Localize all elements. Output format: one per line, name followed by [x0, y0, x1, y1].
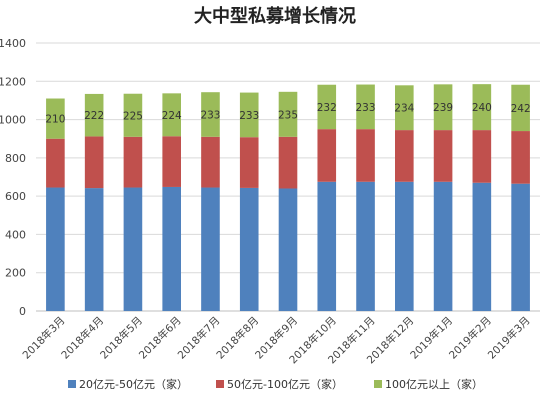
legend: 20亿元-50亿元（家） 50亿元-100亿元（家） 100亿元以上（家）	[68, 377, 483, 391]
bar-segment	[84, 188, 104, 311]
bar-segment	[239, 92, 259, 138]
bar-segment	[511, 131, 530, 184]
data-label: 222	[84, 110, 104, 122]
bar-segment	[356, 181, 375, 311]
bar-segment	[317, 84, 337, 130]
legend-label: 20亿元-50亿元（家）	[79, 377, 188, 391]
legend-swatch	[216, 380, 224, 388]
bar-segment	[46, 98, 65, 139]
data-label: 233	[200, 109, 220, 121]
y-tick-label: 0	[19, 305, 26, 318]
bar-segment	[395, 130, 414, 182]
bar-segment	[433, 181, 453, 311]
data-label: 210	[45, 114, 65, 126]
legend-swatch	[374, 380, 382, 388]
y-tick-label: 1200	[0, 75, 26, 88]
bar-segment	[239, 187, 259, 311]
bar-segment	[239, 137, 259, 188]
bar-segment	[201, 92, 220, 137]
bar-segment	[84, 93, 104, 137]
bar-segment	[472, 84, 492, 131]
data-label: 234	[394, 103, 414, 115]
data-label: 240	[472, 102, 492, 114]
bar-segment	[123, 187, 143, 311]
bar-segment	[123, 93, 143, 137]
bar-segment	[356, 84, 375, 130]
bar-segment	[201, 136, 220, 188]
bar-segment	[278, 136, 298, 189]
x-axis: 2018年3月2018年4月2018年5月2018年6月2018年7月2018年…	[20, 314, 533, 366]
legend-label: 50亿元-100亿元（家）	[227, 377, 343, 391]
y-tick-label: 800	[5, 152, 26, 165]
data-label: 239	[433, 102, 453, 114]
y-tick-label: 600	[5, 190, 26, 203]
bar-segment	[278, 91, 298, 137]
bar-segment	[317, 129, 337, 182]
data-label: 242	[511, 103, 531, 115]
y-tick-label: 200	[5, 267, 26, 280]
bar-segment	[123, 136, 143, 188]
bar-segment	[84, 136, 104, 189]
legend-label: 100亿元以上（家）	[385, 377, 483, 391]
bar-segment	[472, 182, 492, 311]
bar-segment	[46, 138, 65, 188]
bar-segment	[317, 181, 337, 311]
y-axis: 0 200 400 600 800 1000 1200 1400	[0, 37, 26, 318]
data-label: 224	[162, 110, 182, 122]
data-label: 235	[278, 109, 298, 121]
bar-segment	[162, 93, 181, 137]
bar-segment	[46, 187, 65, 311]
bar-segment	[433, 130, 453, 182]
bar-segment	[201, 187, 220, 311]
bar-segment	[395, 85, 414, 131]
data-label: 233	[356, 102, 376, 114]
chart-title: 大中型私募增长情况	[194, 5, 356, 27]
bar-segment	[395, 181, 414, 311]
bars: 210 222 225 224 233 233 235 232 233 234 239 240 242	[45, 84, 531, 311]
bar-segment	[278, 188, 298, 311]
data-label: 232	[317, 102, 337, 114]
y-tick-label: 1400	[0, 37, 26, 50]
bar-segment	[511, 84, 530, 132]
y-tick-label: 1000	[0, 114, 26, 127]
bar-segment	[433, 84, 453, 131]
bar-segment	[162, 136, 181, 187]
data-label: 233	[239, 110, 259, 122]
y-tick-label: 400	[5, 228, 26, 241]
bar-segment	[356, 129, 375, 182]
legend-swatch	[68, 380, 76, 388]
x-tick-label: 2019年3月	[485, 314, 533, 362]
data-label: 225	[123, 110, 143, 122]
bar-segment	[472, 130, 492, 183]
bar-segment	[162, 186, 181, 311]
bar-segment	[511, 183, 530, 311]
